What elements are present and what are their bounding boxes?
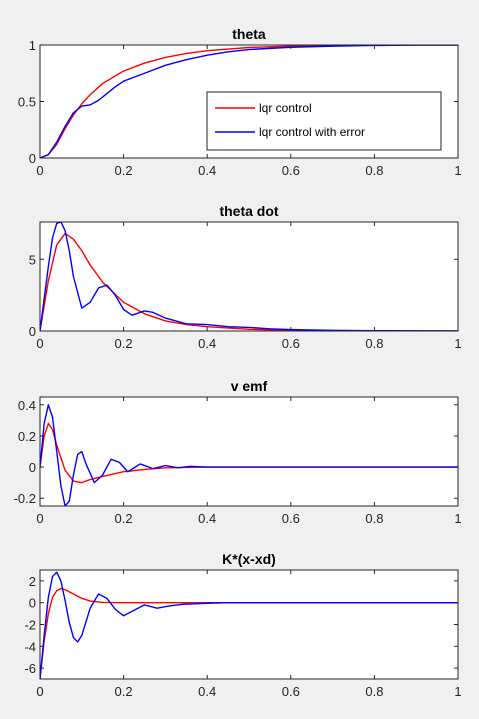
- x-tick-label: 0.4: [198, 336, 216, 351]
- y-tick-label: 0.5: [18, 95, 36, 110]
- x-tick-label: 0: [36, 684, 43, 699]
- series-line-lqr-control: [40, 587, 458, 679]
- x-tick-label: 0.6: [282, 163, 300, 178]
- legend-box: [206, 91, 442, 151]
- axes-background: [40, 570, 458, 679]
- x-tick-label: 0.4: [198, 163, 216, 178]
- y-tick-label: 0: [29, 324, 36, 339]
- x-tick-label: 0.6: [282, 684, 300, 699]
- y-tick-label: 0.2: [18, 429, 36, 444]
- x-tick-label: 0.2: [115, 511, 133, 526]
- axes-frame: [39, 569, 459, 680]
- plot-title: v emf: [231, 378, 268, 394]
- y-tick-label: -0.2: [14, 491, 36, 506]
- axes-background: [40, 222, 458, 331]
- x-tick-label: 0.2: [115, 336, 133, 351]
- y-tick-label: -6: [24, 661, 36, 676]
- x-tick-label: 0.8: [365, 336, 383, 351]
- axes-frame: [39, 221, 459, 332]
- x-tick-label: 0.6: [282, 511, 300, 526]
- y-tick-label: 5: [29, 252, 36, 267]
- x-tick-label: 0: [36, 336, 43, 351]
- x-tick-label: 0.6: [282, 336, 300, 351]
- x-tick-label: 0.2: [115, 163, 133, 178]
- x-tick-label: 1: [454, 511, 461, 526]
- plot-title: theta: [232, 26, 266, 42]
- y-tick-label: 0: [29, 151, 36, 166]
- plot-title: K*(x-xd): [222, 551, 276, 567]
- x-tick-label: 0.4: [198, 684, 216, 699]
- y-tick-label: -2: [24, 618, 36, 633]
- x-tick-label: 0: [36, 511, 43, 526]
- y-tick-label: 0: [29, 596, 36, 611]
- legend-entry: lqr control: [259, 101, 312, 115]
- subplot-2: theta dot 0 0.2 0.4 0.6 0.8 1 0 5: [29, 203, 462, 351]
- x-tick-label: 0.4: [198, 511, 216, 526]
- series-line-lqr-control-with-error: [40, 404, 458, 506]
- legend: lqr control lqr control with error: [206, 91, 442, 151]
- y-tick-label: 2: [29, 574, 36, 589]
- series-line-lqr-control-with-error: [40, 571, 458, 679]
- axes-frame: [39, 44, 459, 159]
- subplot-4: K*(x-xd) 0 0.2 0.4 0.6 0.8 1 -6 -4 -2 0 2: [24, 551, 461, 699]
- y-tick-label: 1: [29, 38, 36, 53]
- x-tick-label: 0.8: [365, 511, 383, 526]
- y-tick-label: -4: [24, 639, 36, 654]
- series-line-lqr-control-with-error: [40, 45, 458, 158]
- x-tick-label: 1: [454, 684, 461, 699]
- series-line-lqr-control-with-error: [40, 222, 458, 331]
- y-tick-label: 0.4: [18, 398, 36, 413]
- legend-entry: lqr control with error: [259, 125, 365, 139]
- axes-frame: [39, 396, 459, 507]
- y-tick-label: 0: [29, 460, 36, 475]
- x-tick-label: 0.8: [365, 163, 383, 178]
- axes-background: [40, 397, 458, 506]
- x-tick-label: 0.2: [115, 684, 133, 699]
- x-tick-label: 0.8: [365, 684, 383, 699]
- x-tick-label: 0: [36, 163, 43, 178]
- plot-title: theta dot: [219, 203, 278, 219]
- x-tick-label: 1: [454, 336, 461, 351]
- x-tick-label: 1: [454, 163, 461, 178]
